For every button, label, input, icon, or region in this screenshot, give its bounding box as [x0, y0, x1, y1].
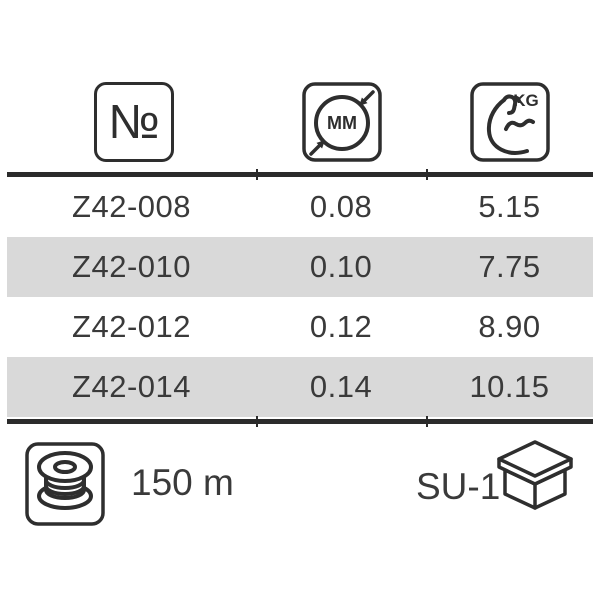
cell-catalog-number: Z42-008: [72, 189, 191, 224]
table-row: Z42-014 0.14 10.15: [7, 357, 593, 417]
packaging-box-icon-svg: [497, 440, 573, 510]
cell-catalog-number: Z42-010: [72, 249, 191, 284]
cell-diameter: 0.10: [309, 249, 373, 284]
column-divider-tick: [426, 416, 428, 427]
diameter-unit-label: MM: [327, 113, 357, 133]
cell-strength: 7.75: [478, 249, 541, 284]
table-row: Z42-008 0.08 5.15: [7, 177, 593, 237]
strength-icon: KG: [470, 82, 550, 162]
table-bottom-rule: [7, 416, 593, 427]
catalog-number-label: №: [108, 95, 160, 149]
spec-table: Z42-008 0.08 5.15 Z42-010 0.10 7.75 Z42-…: [7, 177, 593, 417]
cell-strength: 10.15: [469, 369, 550, 404]
cell-catalog-number: Z42-014: [72, 369, 191, 404]
table-top-rule: [7, 169, 593, 180]
cell-strength: 5.15: [478, 189, 541, 224]
spool-icon: [25, 442, 105, 526]
diameter-icon-svg: MM: [302, 82, 382, 162]
column-divider-tick: [256, 416, 258, 427]
cell-strength: 8.90: [478, 309, 541, 344]
packaging-code-value: SU-1: [416, 466, 501, 507]
spool-icon-svg: [25, 442, 105, 526]
strength-unit-label: KG: [513, 91, 539, 110]
diameter-icon: MM: [302, 82, 382, 162]
cell-diameter: 0.12: [309, 309, 373, 344]
table-row: Z42-010 0.10 7.75: [7, 237, 593, 297]
cell-catalog-number: Z42-012: [72, 309, 191, 344]
table-row: Z42-012 0.12 8.90: [7, 297, 593, 357]
catalog-number-icon: №: [94, 82, 174, 162]
column-divider-tick: [426, 169, 428, 180]
column-divider-tick: [256, 169, 258, 180]
strength-icon-svg: KG: [470, 82, 550, 162]
spool-length-value: 150 m: [131, 462, 234, 503]
cell-diameter: 0.14: [309, 369, 373, 404]
packaging-box-icon: [493, 438, 577, 512]
cell-diameter: 0.08: [309, 189, 373, 224]
